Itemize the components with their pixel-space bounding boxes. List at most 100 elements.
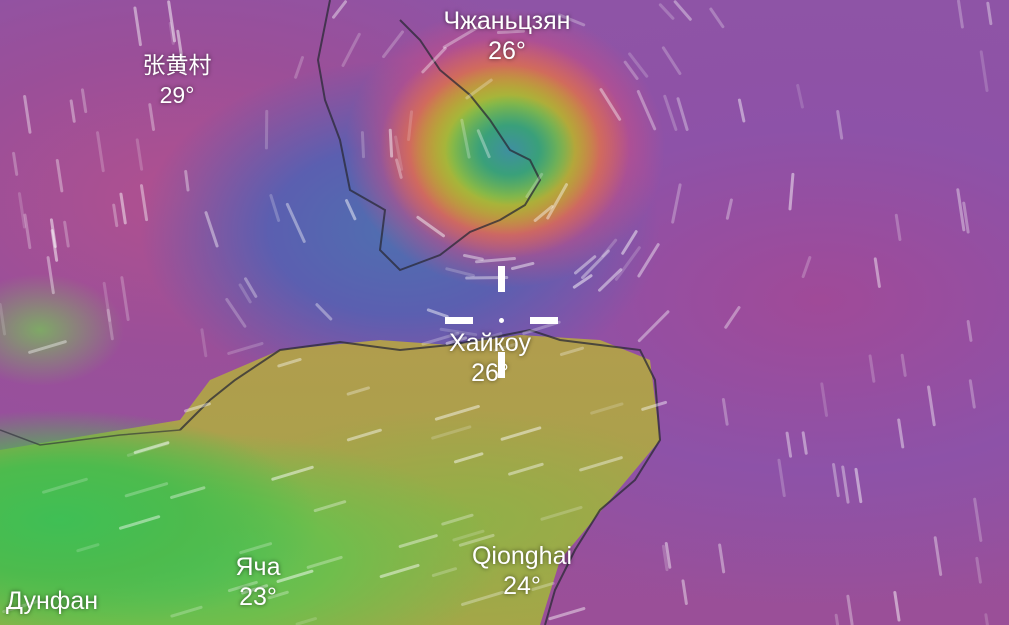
wind-streak: [453, 452, 484, 464]
wind-streak: [671, 183, 682, 224]
wind-streak: [139, 184, 149, 222]
city-label-dongfang[interactable]: Дунфан: [6, 586, 98, 616]
wind-streak: [360, 131, 366, 159]
wind-streak: [968, 379, 976, 409]
wind-streak: [244, 277, 258, 298]
wind-streak: [388, 128, 394, 158]
wind-streak: [294, 55, 304, 79]
wind-streak: [559, 346, 585, 356]
wind-streak: [76, 543, 100, 553]
wind-streak: [673, 0, 692, 21]
wind-streak: [346, 386, 370, 396]
city-temp: 24°: [503, 572, 541, 600]
wind-streak: [986, 1, 993, 26]
wind-streak: [979, 50, 989, 92]
wind-streak: [458, 332, 503, 348]
wind-streak: [676, 97, 689, 131]
wind-streak: [476, 129, 491, 159]
wind-streak: [133, 441, 170, 454]
wind-streak: [184, 402, 211, 413]
wind-streak: [118, 515, 161, 530]
wind-streak: [119, 192, 127, 225]
wind-streak: [135, 138, 144, 171]
wind-streak: [637, 310, 670, 343]
wind-streak: [788, 172, 795, 211]
wind-streak: [463, 253, 484, 261]
wind-streak: [170, 605, 203, 618]
wind-streak: [124, 482, 169, 498]
wind-streak: [345, 199, 357, 221]
wind-streak: [785, 431, 793, 458]
wind-streak: [628, 52, 649, 78]
wind-streak: [927, 385, 936, 427]
wind-streak: [718, 543, 726, 574]
wind-streak: [621, 230, 638, 255]
wind-streak: [623, 60, 639, 80]
wind-streak: [601, 238, 618, 258]
wind-streak: [277, 357, 302, 368]
wind-streak: [721, 397, 729, 426]
wind-streak: [973, 497, 983, 542]
wind-streak: [106, 308, 114, 341]
wind-streak: [167, 0, 177, 43]
wind-streak: [271, 465, 314, 481]
wind-streak: [900, 353, 907, 377]
wind-streak: [238, 283, 252, 304]
wind-streak: [168, 21, 175, 45]
wind-streak: [893, 590, 901, 622]
wind-streak: [661, 544, 669, 572]
wind-streak: [846, 594, 854, 625]
city-label-zhanjiang[interactable]: Чжаньцзян 26°: [444, 6, 571, 66]
city-label-haikou[interactable]: Хайкоу 26°: [449, 328, 531, 388]
wind-streak: [796, 83, 804, 109]
wind-streak: [407, 110, 414, 142]
wind-streak: [957, 0, 964, 29]
wind-streak: [868, 354, 876, 383]
wind-streak: [540, 505, 583, 521]
wind-streak: [572, 274, 593, 289]
wind-streak: [267, 590, 289, 600]
wind-streak: [801, 256, 812, 279]
wind-streak: [434, 404, 480, 421]
wind-streak: [546, 183, 569, 220]
wind-streak: [548, 607, 586, 621]
wind-streak: [112, 203, 119, 228]
wind-streak: [80, 88, 88, 114]
wind-streak: [225, 298, 247, 328]
wind-streak: [441, 513, 474, 526]
wind-streak: [460, 118, 471, 159]
wind-streak: [661, 46, 682, 75]
wind-streak: [421, 332, 460, 346]
wind-streak: [285, 202, 306, 243]
city-label-zhanghuangcun[interactable]: 张黄村 29°: [143, 50, 212, 110]
wind-streak: [725, 198, 733, 220]
wind-streak: [17, 192, 26, 229]
wind-streak: [49, 218, 57, 249]
wind-streak: [200, 328, 208, 358]
wind-streak: [170, 486, 206, 499]
city-label-yacha[interactable]: Яча 23°: [236, 552, 281, 612]
wind-streak: [452, 529, 485, 542]
wind-streak: [832, 462, 840, 498]
wind-streak: [962, 201, 970, 234]
wind-streak: [574, 255, 597, 275]
wind-streak: [709, 7, 725, 29]
wind-streak: [346, 428, 382, 442]
wind-streak: [614, 246, 641, 281]
wind-streak: [841, 465, 850, 504]
wind-streak: [102, 281, 112, 322]
wind-streak: [28, 340, 67, 354]
wind-streak: [510, 261, 535, 270]
wind-streak: [894, 213, 902, 242]
city-name: Яча: [235, 553, 281, 581]
wind-streak: [50, 229, 59, 262]
wind-streak: [431, 425, 472, 440]
wind-streak: [295, 617, 317, 625]
city-label-qionghai[interactable]: Qionghai 24°: [472, 541, 572, 601]
wind-streak: [120, 276, 130, 322]
wind-streak: [227, 580, 258, 593]
wind-streak: [496, 29, 525, 35]
wind-streak: [42, 477, 88, 494]
